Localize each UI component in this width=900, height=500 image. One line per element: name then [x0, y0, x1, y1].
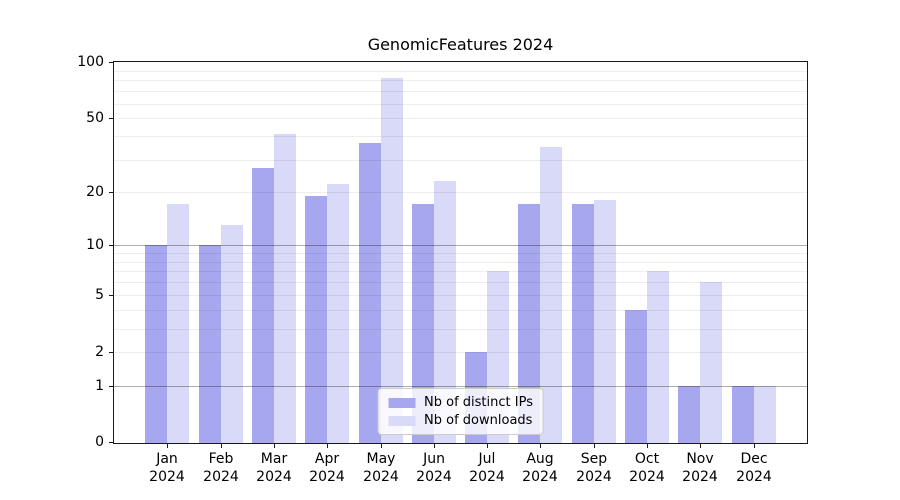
y-tick-label-1: 1	[95, 378, 104, 394]
y-tick-label-20: 20	[86, 184, 104, 200]
plot-area: Nb of distinct IPs Nb of downloads 0 1 2 5 1…	[77, 55, 808, 485]
legend-swatch-downloads	[388, 415, 416, 426]
gridline-90	[114, 71, 807, 72]
x-tick-label-nov-2024: Nov 2024	[682, 451, 718, 485]
gridline-9	[114, 253, 807, 254]
x-tick-label-apr-2024: Apr 2024	[309, 451, 345, 485]
x-tick-label-oct-2024: Oct 2024	[629, 451, 665, 485]
bar-distinct-ips-dec-2024	[732, 386, 754, 443]
legend-item-distinct-ips: Nb of distinct IPs	[388, 396, 533, 409]
legend: Nb of distinct IPs Nb of downloads	[377, 388, 544, 435]
y-tick-1	[109, 386, 114, 387]
x-tick-label-may-2024: May 2024	[363, 451, 399, 485]
x-tick-label-feb-2024: Feb 2024	[203, 451, 239, 485]
bar-distinct-ips-jan-2024	[145, 245, 167, 443]
y-tick-label-5: 5	[95, 287, 104, 303]
y-tick-5	[109, 295, 114, 296]
y-tick-20	[109, 192, 114, 193]
bar-distinct-ips-nov-2024	[678, 386, 700, 443]
chart-title: GenomicFeatures 2024	[367, 35, 554, 54]
y-tick-label-2: 2	[95, 344, 104, 360]
y-tick-50	[109, 118, 114, 119]
bar-distinct-ips-feb-2024	[199, 245, 221, 443]
y-tick-0	[109, 442, 114, 443]
x-tick-label-aug-2024: Aug 2024	[522, 451, 558, 485]
x-tick-apr-2024	[327, 443, 328, 448]
bar-downloads-jan-2024	[167, 204, 189, 443]
y-tick-label-10: 10	[86, 237, 104, 253]
x-tick-label-jun-2024: Jun 2024	[416, 451, 452, 485]
legend-swatch-distinct-ips	[388, 397, 416, 408]
gridline-20	[114, 192, 807, 193]
legend-label-downloads: Nb of downloads	[424, 413, 533, 428]
bar-distinct-ips-jun-2024	[412, 204, 434, 443]
gridline-40	[114, 136, 807, 137]
x-tick-jul-2024	[487, 443, 488, 448]
x-tick-nov-2024	[700, 443, 701, 448]
gridline-5	[114, 295, 807, 296]
x-tick-mar-2024	[274, 443, 275, 448]
bar-distinct-ips-mar-2024	[252, 168, 274, 443]
gridline-80	[114, 80, 807, 81]
y-tick-label-0: 0	[95, 434, 104, 450]
bar-downloads-nov-2024	[700, 282, 722, 443]
gridline-8	[114, 262, 807, 263]
bar-downloads-aug-2024	[540, 147, 562, 443]
bar-downloads-dec-2024	[754, 386, 776, 443]
y-tick-2	[109, 352, 114, 353]
bar-downloads-jun-2024	[434, 181, 456, 443]
x-tick-label-mar-2024: Mar 2024	[256, 451, 292, 485]
bar-downloads-oct-2024	[647, 271, 669, 443]
gridline-2	[114, 352, 807, 353]
x-tick-label-jan-2024: Jan 2024	[149, 451, 185, 485]
gridline-30	[114, 160, 807, 161]
gridline-6	[114, 282, 807, 283]
gridline-60	[114, 104, 807, 105]
y-tick-10	[109, 245, 114, 246]
x-tick-may-2024	[381, 443, 382, 448]
bar-distinct-ips-apr-2024	[305, 196, 327, 443]
gridline-1	[114, 386, 807, 387]
x-tick-aug-2024	[540, 443, 541, 448]
bar-distinct-ips-sep-2024	[572, 204, 594, 443]
y-tick-label-100: 100	[77, 54, 104, 70]
x-tick-jan-2024	[167, 443, 168, 448]
bar-downloads-mar-2024	[274, 134, 296, 443]
x-tick-dec-2024	[754, 443, 755, 448]
legend-item-downloads: Nb of downloads	[388, 414, 533, 427]
gridline-4	[114, 310, 807, 311]
x-tick-oct-2024	[647, 443, 648, 448]
bar-distinct-ips-oct-2024	[625, 310, 647, 443]
x-tick-label-dec-2024: Dec 2024	[736, 451, 772, 485]
x-tick-label-jul-2024: Jul 2024	[469, 451, 505, 485]
gridline-70	[114, 91, 807, 92]
bar-downloads-sep-2024	[594, 200, 616, 443]
bar-downloads-may-2024	[381, 78, 403, 443]
legend-label-distinct-ips: Nb of distinct IPs	[424, 395, 533, 410]
bar-downloads-feb-2024	[221, 225, 243, 443]
y-tick-label-50: 50	[86, 110, 104, 126]
y-tick-100	[109, 62, 114, 63]
x-tick-label-sep-2024: Sep 2024	[576, 451, 612, 485]
gridline-50	[114, 118, 807, 119]
x-tick-jun-2024	[434, 443, 435, 448]
x-tick-feb-2024	[221, 443, 222, 448]
x-tick-sep-2024	[594, 443, 595, 448]
bar-distinct-ips-aug-2024	[518, 204, 540, 443]
gridline-3	[114, 329, 807, 330]
gridline-7	[114, 271, 807, 272]
bar-downloads-apr-2024	[327, 184, 349, 443]
bar-distinct-ips-may-2024	[359, 143, 381, 443]
gridline-10	[114, 245, 807, 246]
